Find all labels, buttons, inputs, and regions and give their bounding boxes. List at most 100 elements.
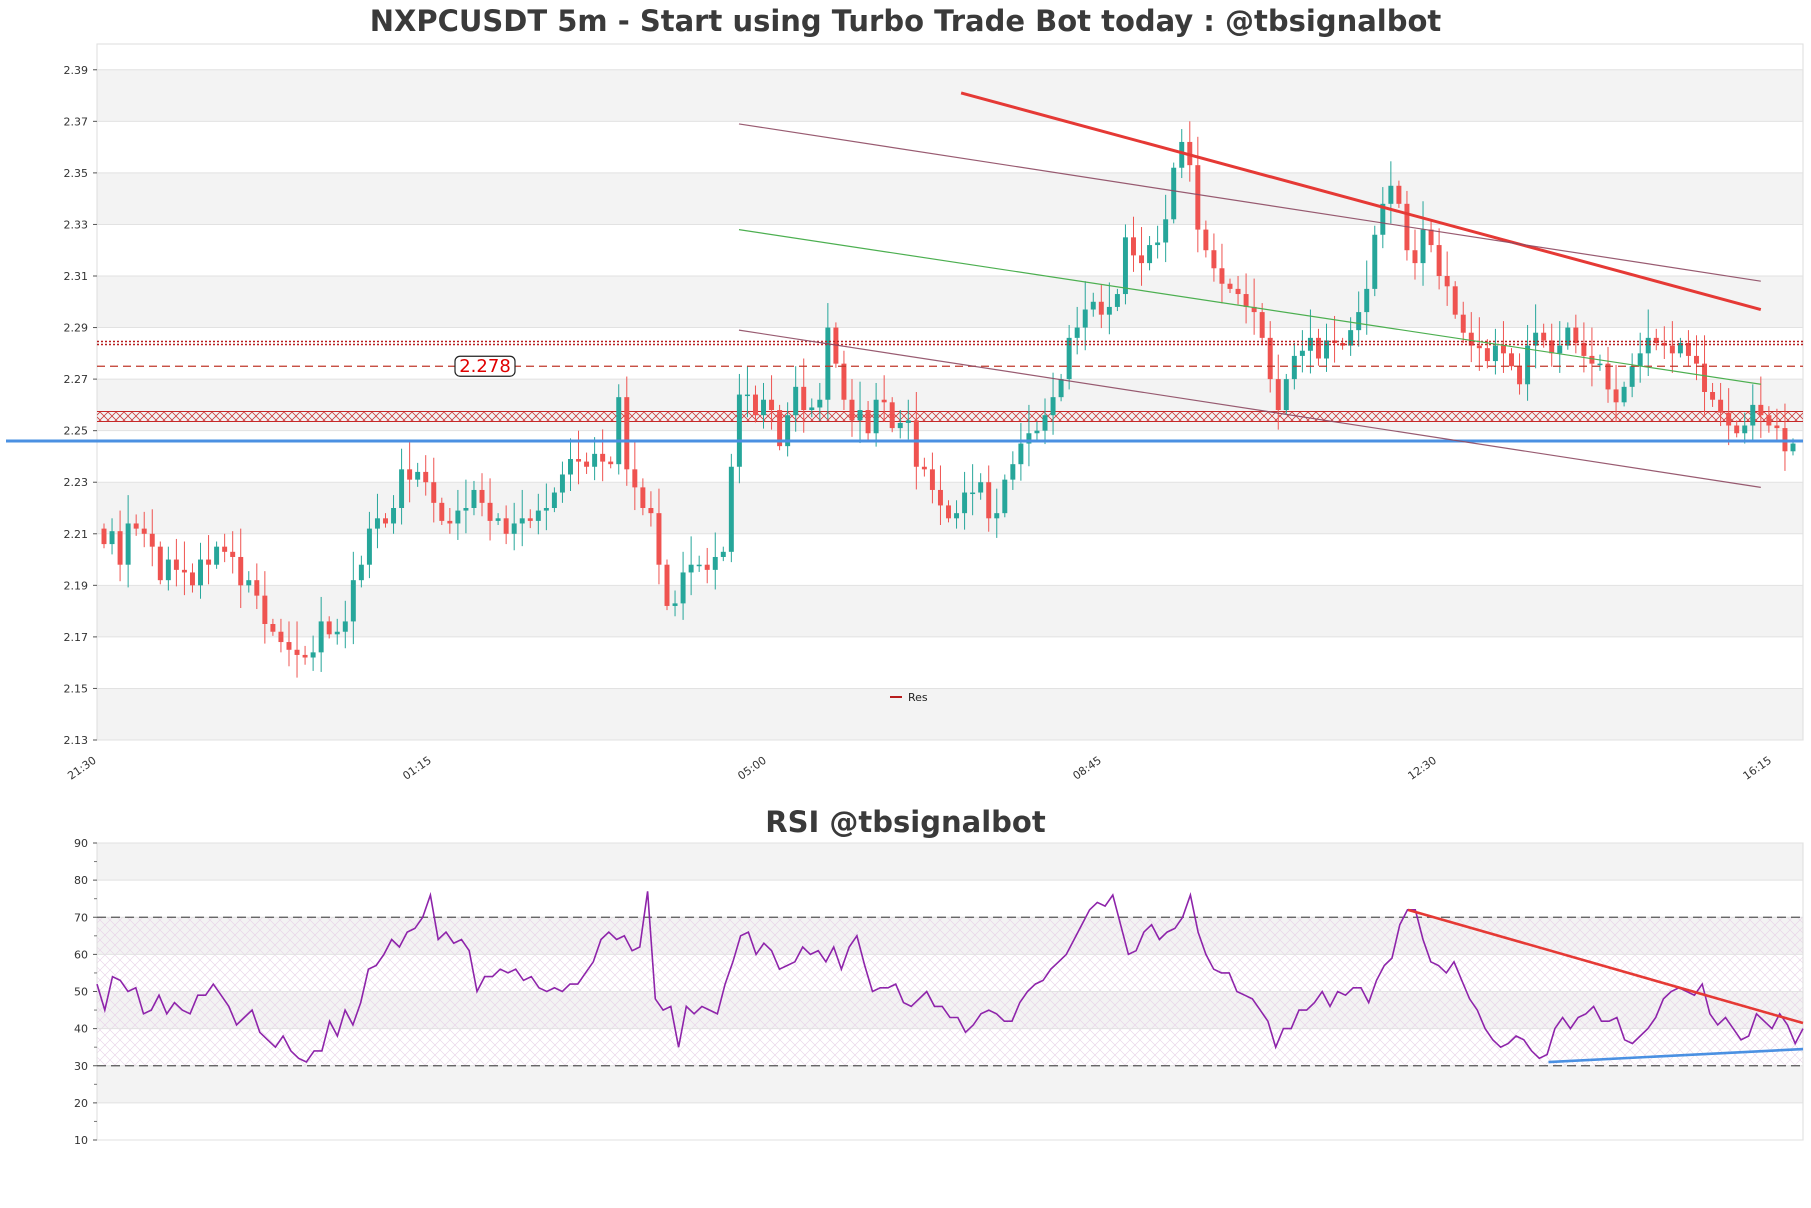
candle-body (1605, 363, 1611, 390)
candle-body (1291, 355, 1297, 380)
candle-body (761, 399, 766, 416)
candle-body (1774, 425, 1780, 429)
candle-body (720, 551, 726, 557)
candle-body (1710, 392, 1716, 400)
candle-body (1259, 312, 1265, 338)
candle-body (1557, 345, 1563, 354)
candle-body (1428, 229, 1434, 246)
rsi-trendline-resistance (1407, 908, 1804, 1025)
candle-body (181, 569, 187, 573)
candle-body (1203, 229, 1209, 251)
candle-body (286, 642, 292, 650)
candle-body (1492, 345, 1498, 362)
candle-body (817, 399, 823, 408)
candle-body (1790, 443, 1796, 452)
candle-body (1500, 345, 1506, 354)
x-tick-label: 12:30 (1406, 754, 1439, 783)
candle-body (1541, 332, 1547, 341)
candle-body (1283, 379, 1289, 411)
candle-body (857, 410, 863, 421)
candle-body (1702, 363, 1708, 392)
legend-label: Res (908, 691, 928, 704)
rsi-y-tick-label: 90 (74, 837, 88, 850)
candle-body (1348, 330, 1354, 346)
candle-body (672, 603, 678, 606)
candle-body (1645, 337, 1651, 354)
rsi-panel: 10 20 30 40 50 60 70 80 90 (74, 837, 1804, 1147)
y-tick-label: 2.39 (64, 64, 89, 77)
candle-body (1452, 286, 1458, 315)
candle-body (1613, 389, 1619, 403)
candle-body (1147, 245, 1153, 264)
candle-body (1372, 234, 1378, 289)
candle-body (656, 513, 662, 565)
y-tick-label: 2.23 (64, 476, 89, 489)
candle-body (986, 482, 992, 519)
candle-body (1766, 415, 1772, 426)
candle-body (439, 502, 445, 521)
candle-body (1669, 345, 1675, 354)
candle-body (1533, 332, 1539, 346)
candle-body (1058, 379, 1064, 398)
candle-body (1468, 332, 1474, 346)
trendline-channel-bottom (738, 329, 1761, 488)
candle-body (551, 492, 557, 508)
candle-body (559, 474, 565, 493)
candle-body (479, 489, 485, 503)
candle-body (125, 523, 131, 565)
candle-body (1549, 340, 1555, 354)
candle-body (527, 518, 533, 521)
candle-body (1074, 327, 1080, 338)
candle-body (503, 518, 509, 534)
candle-body (1139, 255, 1145, 264)
candle-body (696, 564, 702, 567)
candle-body (584, 461, 590, 467)
candle-body (519, 518, 525, 524)
grid-band (97, 276, 1803, 328)
candle-body (165, 559, 171, 581)
candle-body (841, 363, 847, 400)
candle-body (1251, 306, 1257, 313)
rsi-y-tick-label: 30 (74, 1060, 88, 1073)
candle-body (1066, 337, 1072, 380)
candle-body (793, 386, 799, 416)
candle-body (238, 556, 244, 586)
candle-body (600, 453, 606, 462)
candle-body (198, 559, 203, 586)
candle-body (1517, 366, 1523, 385)
candle-body (1589, 355, 1595, 364)
candle-body (929, 469, 935, 490)
x-tick-label: 16:15 (1741, 754, 1774, 783)
candle-body (366, 528, 372, 565)
candle-body (576, 459, 582, 462)
candle-body (511, 523, 517, 534)
candle-body (978, 482, 984, 493)
grid-band (97, 379, 1803, 431)
candle-body (704, 564, 710, 570)
y-tick-label: 2.29 (64, 322, 89, 335)
candle-body (865, 410, 871, 434)
grid-band (97, 69, 1803, 122)
candle-body (1677, 343, 1683, 354)
rsi-y-tick-label: 10 (74, 1134, 88, 1147)
candle-body (728, 466, 734, 552)
candle-body (270, 624, 276, 632)
rsi-y-tick-label: 80 (74, 874, 88, 887)
trendline-channel-mid (738, 229, 1761, 385)
candle-body (1171, 167, 1177, 220)
rsi-y-tick-label: 40 (74, 1023, 88, 1036)
candle-body (1018, 443, 1024, 465)
x-tick-label: 05:00 (735, 754, 768, 783)
candle-body (1565, 327, 1571, 346)
candle-body (937, 489, 943, 506)
price-label-box (454, 355, 516, 377)
candle-body (568, 459, 573, 475)
y-tick-label: 2.25 (64, 425, 89, 438)
y-tick-label: 2.19 (64, 579, 89, 592)
x-tick-label: 08:45 (1070, 754, 1103, 783)
candle-body (1388, 185, 1394, 204)
candle-body (962, 492, 968, 514)
candle-body (1219, 268, 1225, 284)
candle-body (905, 420, 911, 423)
candle-body (1026, 433, 1032, 444)
